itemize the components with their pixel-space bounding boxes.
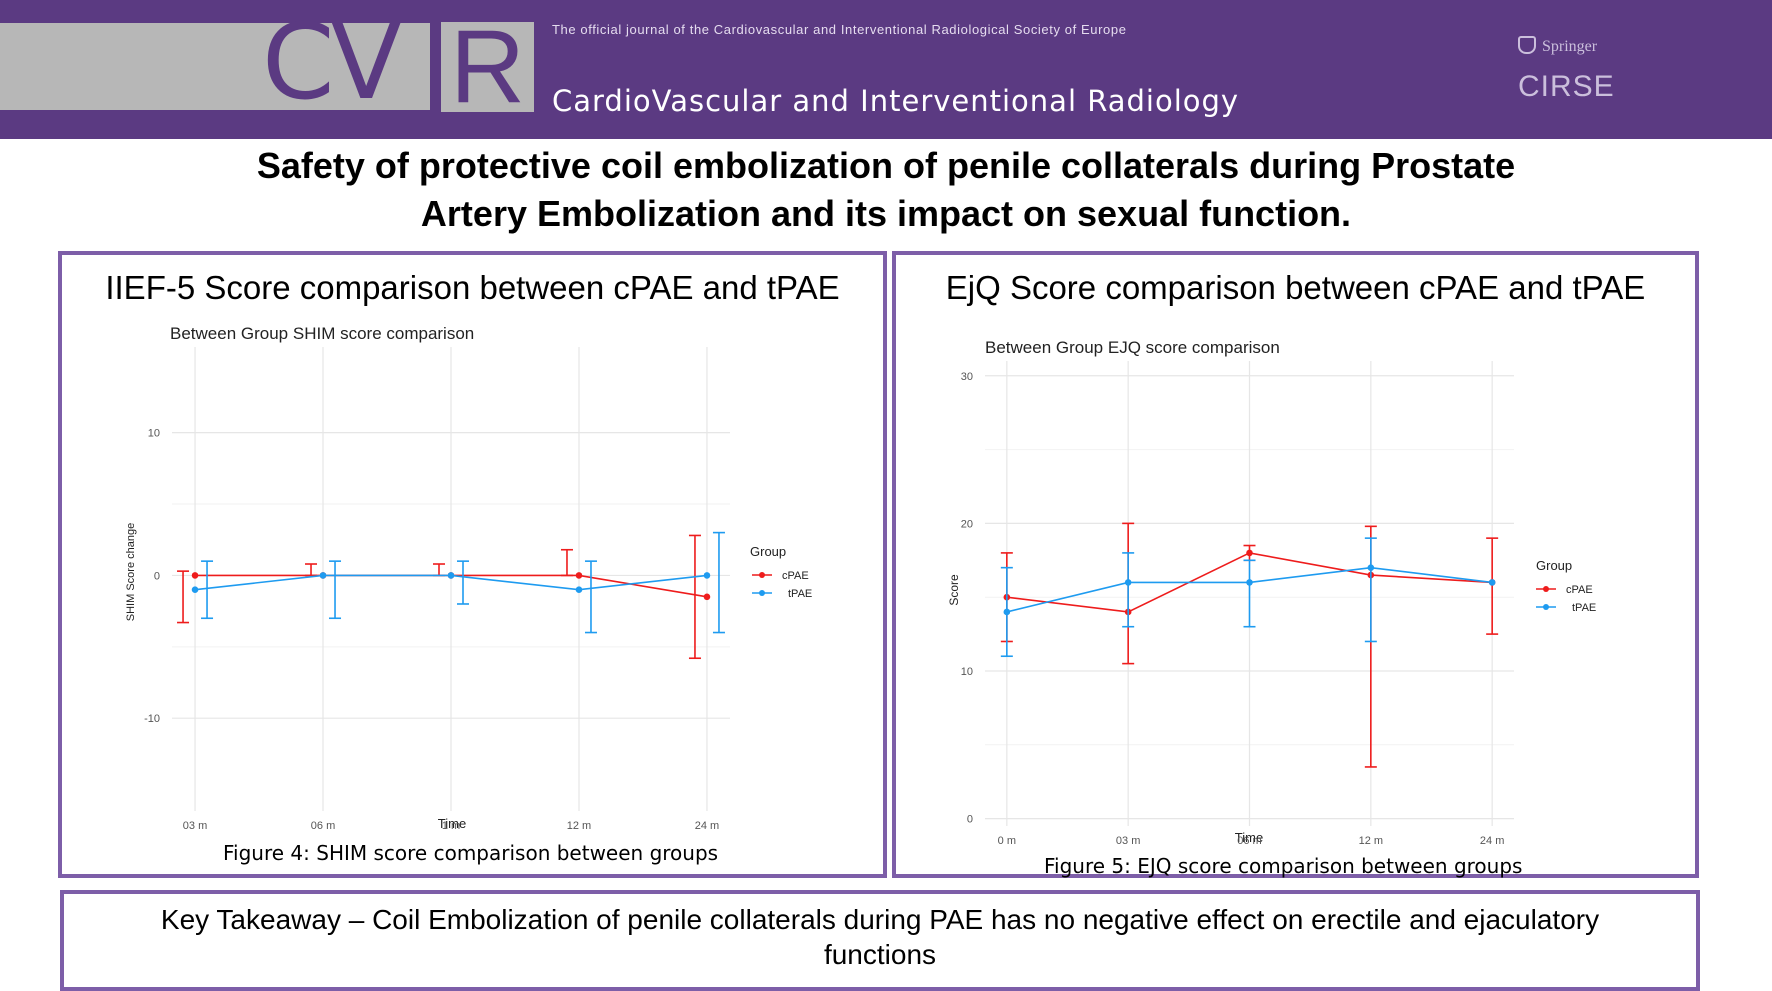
shim-y-tick-label: -10: [144, 713, 160, 725]
page-title: Safety of protective coil embolization o…: [0, 142, 1772, 238]
shim-data-marks: [177, 531, 725, 660]
shim-data-point-tPAE: [319, 572, 327, 579]
ejq-x-tick-label: 03 m: [1116, 835, 1140, 847]
ejq-data-point-tPAE: [1246, 579, 1253, 586]
ejq-y-tick-label: 0: [967, 814, 973, 826]
cirse-logo: CIRSE: [1518, 70, 1615, 103]
shim-x-tick-label: 03 m: [183, 820, 207, 832]
cvir-logo: CV: [262, 1, 402, 123]
shim-chart: Between Group SHIM score comparison Time…: [125, 324, 812, 832]
ejq-x-axis-label: Time: [1235, 830, 1263, 845]
ejq-chart-title: Between Group EJQ score comparison: [985, 338, 1280, 357]
figure-5-caption: Figure 5: EJQ score comparison between g…: [1044, 854, 1523, 878]
ejq-chart: Between Group EJQ score comparison Time …: [947, 338, 1596, 847]
cvir-logo-r: R: [441, 22, 534, 112]
shim-x-tick-label: 1 m: [442, 820, 460, 832]
shim-chart-title: Between Group SHIM score comparison: [170, 324, 474, 343]
springer-horse-icon: [1518, 36, 1536, 54]
publisher-name: Springer: [1542, 38, 1598, 55]
shim-data-point-tPAE: [191, 586, 199, 594]
journal-banner: CV R The official journal of the Cardiov…: [0, 0, 1772, 139]
shim-data-point-cPAE: [575, 572, 583, 579]
title-line-2: Artery Embolization and its impact on se…: [420, 193, 1352, 234]
ejq-legend-swatch-point: [1543, 586, 1549, 592]
shim-x-axis-label: Time: [438, 816, 466, 831]
panel-iief5: IIEF-5 Score comparison between cPAE and…: [58, 251, 887, 878]
panel-ejq: EjQ Score comparison between cPAE and tP…: [892, 251, 1699, 878]
panel-iief5-heading: IIEF-5 Score comparison between cPAE and…: [105, 269, 840, 306]
ejq-tick-labels: 30 20 10 0 0 m 03 m 06 m 12 m 24 m: [961, 371, 1505, 847]
journal-name: CardioVascular and Interventional Radiol…: [552, 84, 1240, 118]
ejq-y-tick-label: 20: [961, 518, 973, 530]
banner-tagline: The official journal of the Cardiovascul…: [552, 22, 1127, 37]
shim-data-point-cPAE: [191, 572, 199, 579]
shim-gridlines: [172, 347, 730, 811]
panel-ejq-heading: EjQ Score comparison between cPAE and tP…: [945, 269, 1646, 306]
ejq-data-point-cPAE: [1246, 549, 1253, 557]
figure-4-caption: Figure 4: SHIM score comparison between …: [223, 841, 719, 865]
ejq-data-marks: [1000, 522, 1499, 768]
shim-x-tick-label: 06 m: [311, 820, 335, 832]
shim-data-point-tPAE: [575, 586, 583, 594]
ejq-y-tick-label: 10: [961, 666, 973, 678]
shim-legend: cPAE tPAE: [752, 570, 812, 600]
shim-legend-swatch-point: [759, 590, 765, 596]
ejq-data-point-tPAE: [1003, 608, 1011, 616]
shim-legend-label: tPAE: [788, 588, 812, 600]
shim-y-axis-label: SHIM Score change: [125, 523, 137, 621]
ejq-x-tick-label: 24 m: [1480, 835, 1504, 847]
shim-y-tick-label: 0: [154, 570, 160, 582]
takeaway-line-1: Key Takeaway – Coil Embolization of peni…: [160, 904, 1600, 935]
ejq-legend-label: cPAE: [1566, 584, 1593, 596]
shim-legend-label: cPAE: [782, 570, 809, 582]
ejq-legend: cPAE tPAE: [1536, 584, 1596, 614]
ejq-y-tick-label: 30: [961, 371, 973, 383]
shim-tick-labels: 10 0 -10 03 m 06 m 1 m 12 m 24 m: [144, 428, 719, 832]
shim-x-tick-label: 24 m: [695, 820, 719, 832]
shim-data-point-tPAE: [703, 572, 711, 579]
ejq-data-point-tPAE: [1367, 564, 1375, 571]
key-takeaway-box: Key Takeaway – Coil Embolization of peni…: [60, 890, 1700, 991]
ejq-y-axis-label: Score: [947, 574, 961, 606]
ejq-x-tick-label: 12 m: [1359, 835, 1383, 847]
takeaway-line-2: functions: [823, 939, 937, 970]
shim-data-point-cPAE: [703, 593, 711, 601]
shim-legend-swatch-point: [759, 572, 765, 578]
springer-logo: Springer: [1518, 36, 1597, 56]
ejq-legend-title: Group: [1536, 558, 1572, 573]
title-line-1: Safety of protective coil embolization o…: [256, 145, 1516, 186]
shim-legend-title: Group: [750, 544, 786, 559]
ejq-x-tick-label: 06 m: [1237, 835, 1261, 847]
ejq-legend-swatch-point: [1543, 604, 1549, 610]
ejq-legend-label: tPAE: [1572, 602, 1596, 614]
ejq-data-point-tPAE: [1488, 579, 1496, 586]
ejq-x-tick-label: 0 m: [998, 835, 1016, 847]
shim-x-tick-label: 12 m: [567, 820, 591, 832]
banner-grey-bar: [0, 23, 430, 110]
ejq-data-point-tPAE: [1124, 579, 1132, 586]
shim-data-point-tPAE: [447, 572, 455, 579]
shim-y-tick-label: 10: [148, 428, 160, 440]
